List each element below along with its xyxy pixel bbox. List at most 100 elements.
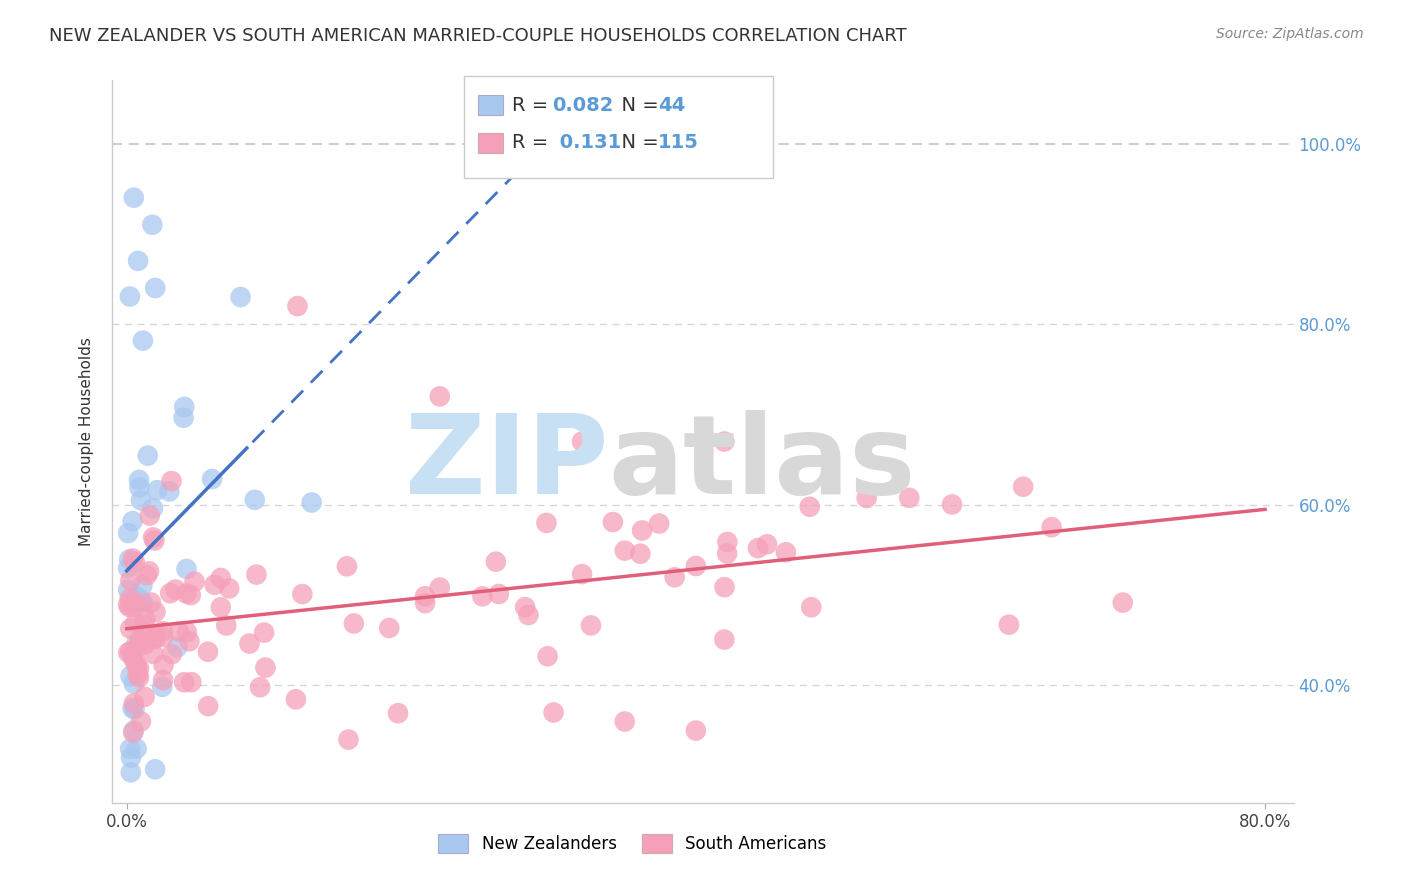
Point — [209, 571, 232, 585]
Point — [664, 570, 686, 584]
Point — [747, 541, 769, 556]
Point — [120, 750, 142, 764]
Point — [301, 495, 323, 509]
Point — [138, 564, 160, 578]
Point — [121, 514, 143, 528]
Point — [128, 634, 150, 648]
Text: N =: N = — [609, 133, 665, 153]
Point — [145, 605, 167, 619]
Point — [197, 645, 219, 659]
Point — [124, 702, 146, 716]
Point — [125, 659, 148, 673]
Point — [165, 582, 187, 597]
Text: Source: ZipAtlas.com: Source: ZipAtlas.com — [1216, 27, 1364, 41]
Point — [1112, 596, 1135, 610]
Point — [537, 649, 560, 664]
Point — [173, 410, 195, 425]
Point — [536, 516, 558, 530]
Point — [120, 741, 142, 756]
Point — [571, 434, 593, 449]
Point — [571, 567, 593, 582]
Point — [132, 334, 155, 348]
Point — [122, 676, 145, 690]
Point — [543, 706, 565, 720]
Point — [152, 657, 174, 672]
Point — [117, 526, 139, 541]
Point — [160, 647, 183, 661]
Point — [756, 537, 779, 551]
Point — [775, 545, 797, 559]
Point — [143, 762, 166, 776]
Point — [253, 625, 276, 640]
Point — [117, 561, 139, 575]
Point — [245, 567, 267, 582]
Point — [120, 622, 142, 636]
Point — [215, 618, 238, 632]
Point — [218, 582, 240, 596]
Point — [122, 650, 145, 665]
Point — [173, 675, 195, 690]
Point — [471, 590, 494, 604]
Point — [713, 632, 735, 647]
Point — [129, 493, 152, 508]
Point — [117, 582, 139, 597]
Point — [122, 725, 145, 739]
Point — [118, 289, 141, 303]
Point — [579, 618, 602, 632]
Point — [124, 642, 146, 657]
Point — [122, 697, 145, 711]
Point — [125, 636, 148, 650]
Text: ZIP: ZIP — [405, 409, 609, 516]
Point — [127, 667, 149, 681]
Point — [485, 555, 508, 569]
Point — [1012, 480, 1035, 494]
Point — [128, 661, 150, 675]
Point — [387, 706, 409, 721]
Point — [121, 701, 143, 715]
Point — [134, 690, 156, 704]
Point — [117, 646, 139, 660]
Point — [337, 732, 360, 747]
Point — [173, 400, 195, 414]
Point — [134, 637, 156, 651]
Text: NEW ZEALANDER VS SOUTH AMERICAN MARRIED-COUPLE HOUSEHOLDS CORRELATION CHART: NEW ZEALANDER VS SOUTH AMERICAN MARRIED-… — [49, 27, 907, 45]
Point — [135, 612, 157, 626]
Text: atlas: atlas — [609, 409, 915, 516]
Point — [139, 595, 162, 609]
Point — [129, 714, 152, 729]
Point — [413, 596, 436, 610]
Point — [125, 741, 148, 756]
Point — [142, 530, 165, 544]
Point — [132, 617, 155, 632]
Point — [800, 600, 823, 615]
Point — [183, 574, 205, 589]
Point — [142, 501, 165, 516]
Point — [291, 587, 314, 601]
Text: 44: 44 — [658, 95, 685, 115]
Point — [118, 600, 141, 615]
Point — [143, 630, 166, 644]
Point — [124, 656, 146, 670]
Point — [488, 587, 510, 601]
Point — [176, 562, 198, 576]
Point — [180, 675, 202, 690]
Text: R =: R = — [512, 95, 554, 115]
Point — [120, 669, 142, 683]
Point — [136, 449, 159, 463]
Point — [125, 595, 148, 609]
Point — [143, 632, 166, 646]
Point — [120, 765, 142, 780]
Point — [159, 586, 181, 600]
Point — [141, 218, 163, 232]
Point — [160, 474, 183, 488]
Point — [855, 491, 877, 505]
Point — [180, 588, 202, 602]
Point — [167, 624, 190, 639]
Point — [124, 600, 146, 615]
Point — [143, 533, 166, 548]
Point — [284, 692, 307, 706]
Point — [127, 253, 149, 268]
Point — [429, 581, 451, 595]
Point — [799, 500, 821, 514]
Point — [287, 299, 309, 313]
